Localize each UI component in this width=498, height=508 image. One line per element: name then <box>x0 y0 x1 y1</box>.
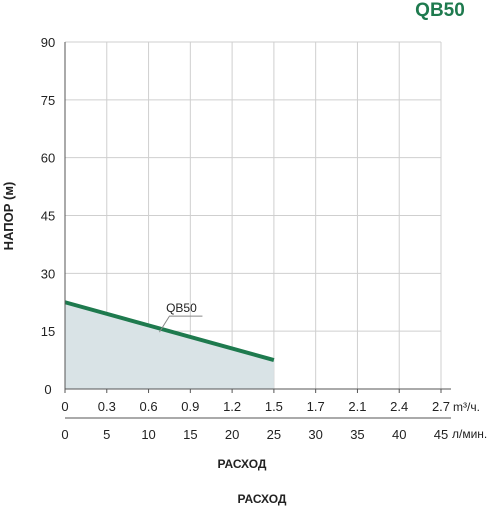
x-tick-label-m3h: 1.5 <box>265 399 283 414</box>
x-tick-label-lpm: 35 <box>350 427 364 442</box>
series-line <box>64 300 275 363</box>
y-tick-label: 45 <box>41 209 55 224</box>
footer-label: РАСХОД <box>238 492 287 506</box>
x-tick-label-m3h: 2.7 <box>432 399 450 414</box>
y-tick-label: 15 <box>41 324 55 339</box>
x-tick-label-lpm: 15 <box>183 427 197 442</box>
x-tick-label-m3h: 1.7 <box>307 399 325 414</box>
x-tick-label-lpm: 40 <box>392 427 406 442</box>
x-tick-label-lpm: 45 <box>434 427 448 442</box>
x-tick-label-m3h: 1.2 <box>223 399 241 414</box>
y-tick-label: 90 <box>41 35 55 50</box>
series-callout-line <box>159 315 203 333</box>
x-tick-label-lpm: 25 <box>267 427 281 442</box>
labels: 0153045607590000.350.6100.9151.2201.5251… <box>41 35 450 442</box>
x-tick-label-lpm: 30 <box>308 427 322 442</box>
y-tick-label: 75 <box>41 93 55 108</box>
x-tick-label-lpm: 0 <box>61 427 68 442</box>
series-area <box>65 302 274 389</box>
axes <box>64 42 451 419</box>
x-unit-m3h: m³/ч. <box>453 400 480 414</box>
y-tick-label: 0 <box>44 382 51 397</box>
chart-title: QB50 <box>415 0 465 21</box>
x-tick-label-m3h: 2.1 <box>348 399 366 414</box>
x-axis-title: РАСХОД <box>218 457 267 471</box>
series-label: QB50 <box>166 301 197 315</box>
x-tick-label-m3h: 0.3 <box>98 399 116 414</box>
y-tick-label: 30 <box>41 266 55 281</box>
x-tick-label-lpm: 5 <box>103 427 110 442</box>
x-tick-label-m3h: 2.4 <box>390 399 408 414</box>
x-tick-label-lpm: 20 <box>225 427 239 442</box>
x-tick-label-m3h: 0 <box>61 399 68 414</box>
series-lines <box>64 300 275 363</box>
x-unit-lpm: л/мин. <box>452 427 487 441</box>
y-tick-label: 60 <box>41 151 55 166</box>
grid <box>65 41 442 389</box>
series-areas <box>65 302 274 389</box>
y-axis-title: НАПОР (м) <box>1 182 16 251</box>
x-tick-label-lpm: 10 <box>141 427 155 442</box>
x-tick-label-m3h: 0.6 <box>140 399 158 414</box>
x-tick-label-m3h: 0.9 <box>181 399 199 414</box>
